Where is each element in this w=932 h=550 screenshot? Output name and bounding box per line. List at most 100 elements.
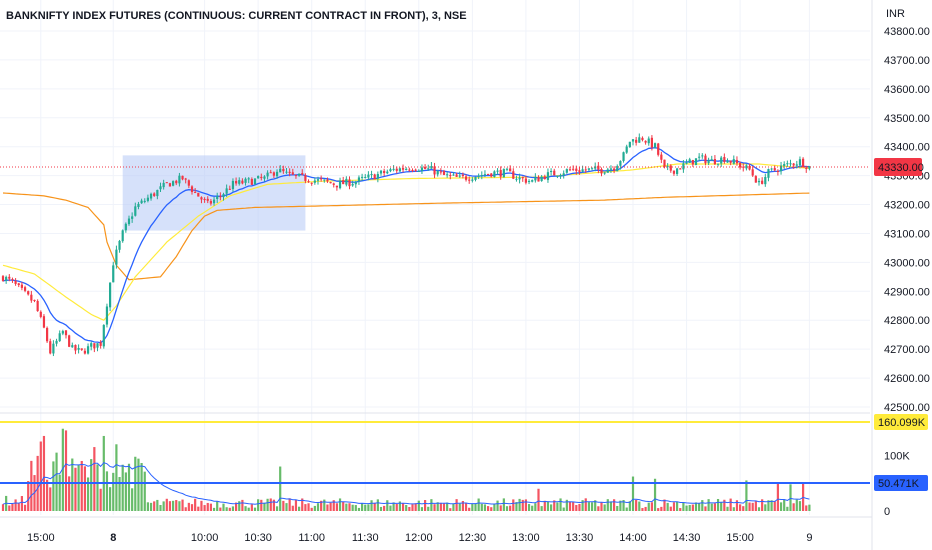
candle-body: [222, 194, 225, 198]
time-tick-label: 13:30: [566, 532, 594, 544]
volume-bar: [603, 504, 606, 511]
volume-bar: [105, 471, 109, 511]
candles[interactable]: [1, 133, 811, 357]
candle-body: [190, 186, 194, 193]
time-tick-label: 11:30: [352, 532, 379, 544]
volume-bar: [464, 503, 468, 511]
candle-body: [335, 185, 339, 188]
volume-bar: [423, 500, 427, 511]
candle-body: [266, 172, 269, 177]
volume-bar: [80, 460, 83, 511]
volume-pane[interactable]: [0, 421, 870, 511]
candle-body: [86, 346, 90, 354]
candle-body: [430, 166, 433, 169]
candle-body: [801, 158, 805, 168]
candle-body: [427, 168, 430, 170]
candle-body: [653, 143, 657, 148]
volume-bar: [578, 503, 581, 511]
volume-bar: [622, 500, 625, 511]
candle-body: [509, 168, 512, 172]
candle-body: [241, 180, 244, 184]
volume-bar: [650, 502, 654, 511]
time-tick-label: 14:30: [673, 532, 701, 544]
volume-bar: [480, 503, 483, 511]
candle-body: [11, 279, 14, 281]
volume-bar: [11, 503, 14, 511]
volume-bar: [773, 501, 776, 511]
candle-body: [490, 173, 493, 177]
candle-body: [386, 171, 389, 174]
candle-body: [329, 182, 332, 184]
volume-bar: [326, 504, 329, 511]
volume-bar: [471, 503, 474, 511]
volume-bar: [367, 504, 370, 511]
candle-body: [568, 169, 572, 171]
volume-bar: [660, 506, 663, 511]
volume-bar: [260, 499, 263, 511]
candle-body: [729, 160, 732, 163]
candle-body: [162, 182, 165, 188]
volume-bar: [408, 506, 411, 511]
volume-bar: [669, 506, 672, 511]
candle-body: [99, 342, 102, 346]
candle-body: [527, 180, 531, 182]
volume-level-label: 50.471K: [878, 478, 920, 490]
candle-body: [291, 172, 294, 175]
sma-line: [2, 163, 810, 321]
volume-bar: [534, 503, 537, 511]
candle-body: [121, 230, 124, 242]
volume-bar: [612, 499, 616, 511]
volume-bar: [184, 507, 187, 511]
volume-bar: [102, 435, 105, 511]
volume-bar: [735, 500, 739, 511]
candle-body: [540, 176, 543, 181]
volume-bar: [20, 496, 24, 511]
price-tick-label: 42500.00: [884, 402, 930, 414]
candle-body: [600, 169, 603, 174]
candle-body: [373, 174, 376, 180]
candle-body: [449, 175, 452, 177]
candle-body: [231, 180, 235, 190]
candle-body: [297, 173, 301, 176]
price-tick-label: 43100.00: [884, 228, 930, 240]
candle-body: [301, 173, 304, 175]
candle-body: [55, 340, 58, 344]
candle-body: [798, 159, 802, 166]
volume-bar: [461, 501, 465, 511]
candle-body: [594, 166, 597, 169]
candle-body: [282, 168, 285, 172]
candle-body: [257, 176, 260, 179]
candle-body: [628, 141, 631, 148]
candle-body: [23, 287, 27, 291]
candle-body: [572, 168, 575, 170]
volume-bar: [770, 500, 773, 511]
volume-level-label: 160.099K: [878, 417, 926, 429]
volume-bar: [140, 463, 143, 511]
volume-bar: [247, 507, 250, 511]
price-tick-label: 43700.00: [884, 55, 930, 67]
volume-bar: [77, 465, 80, 511]
volume-bar: [42, 435, 46, 511]
candle-body: [590, 167, 594, 169]
volume-bar: [720, 501, 723, 511]
candle-body: [556, 175, 559, 177]
price-tick-label: 43500.00: [884, 113, 930, 125]
candle-body: [688, 159, 691, 163]
candle-body: [483, 174, 487, 176]
candle-body: [789, 163, 792, 165]
volume-bar: [414, 503, 417, 511]
volume-bar: [786, 506, 789, 511]
candle-body: [285, 171, 288, 173]
time-tick-label: 10:30: [244, 532, 272, 544]
volume-bar: [351, 504, 354, 511]
volume-bar: [496, 500, 499, 511]
candle-body: [8, 276, 11, 279]
candle-body: [565, 169, 568, 173]
volume-bar: [549, 504, 553, 511]
candle-body: [442, 171, 446, 175]
volume-bar: [587, 502, 591, 511]
candle-body: [641, 137, 644, 141]
volume-bar: [401, 503, 405, 511]
candle-body: [707, 160, 710, 164]
